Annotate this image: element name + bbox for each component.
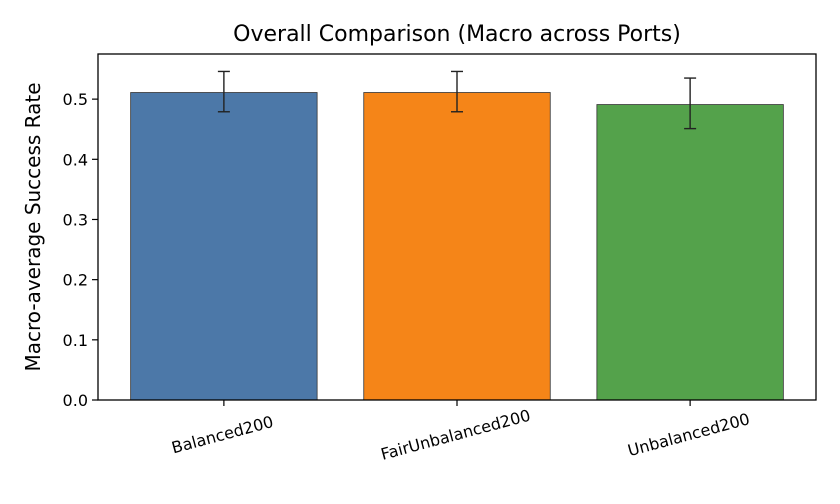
x-tick-label: FairUnbalanced200 bbox=[379, 406, 533, 464]
y-tick-label: 0.1 bbox=[63, 331, 88, 350]
bar-unbalanced200 bbox=[596, 104, 784, 401]
y-tick-label: 0.3 bbox=[63, 210, 88, 229]
y-tick-label: 0.0 bbox=[63, 391, 88, 410]
error-bars-layer bbox=[217, 70, 697, 130]
bar-balanced200 bbox=[130, 92, 318, 401]
y-axis: 0.0 0.1 0.2 0.3 0.4 0.5 bbox=[63, 90, 98, 410]
x-tick-label: Unbalanced200 bbox=[626, 409, 752, 460]
y-axis-label: Macro-average Success Rate bbox=[21, 82, 45, 371]
plot-frame bbox=[97, 53, 817, 401]
chart-title: Overall Comparison (Macro across Ports) bbox=[233, 22, 681, 47]
bars-layer bbox=[130, 92, 784, 401]
y-tick-label: 0.5 bbox=[63, 90, 88, 109]
y-tick-label: 0.2 bbox=[63, 271, 88, 290]
y-tick-label: 0.4 bbox=[63, 150, 88, 169]
x-axis: Balanced200 FairUnbalanced200 Unbalanced20… bbox=[170, 400, 752, 464]
x-tick-label: Balanced200 bbox=[170, 412, 276, 457]
bar-fairunbalanced200 bbox=[363, 92, 551, 401]
